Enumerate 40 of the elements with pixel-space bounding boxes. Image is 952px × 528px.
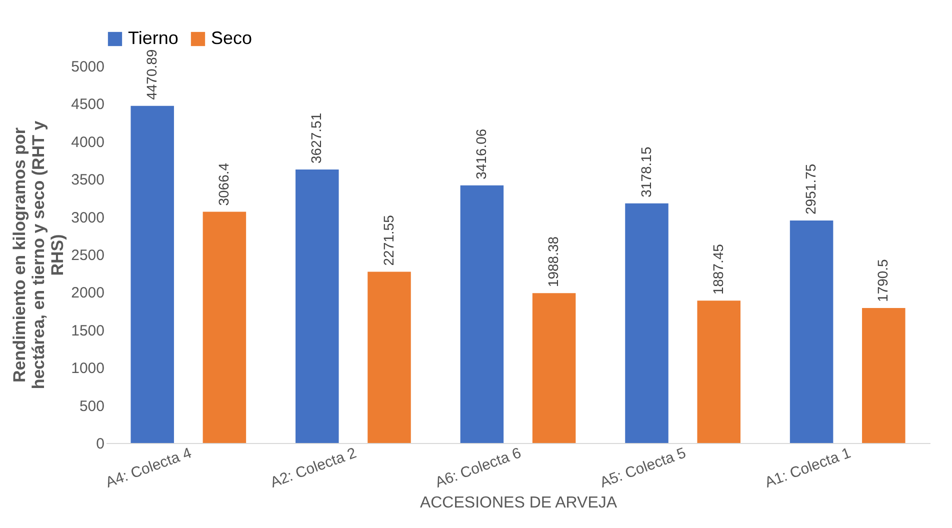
data-label: 3627.51 xyxy=(308,112,324,164)
x-tick-label: A5: Colecta 5 xyxy=(598,444,688,492)
y-tick-label: 1500 xyxy=(71,322,104,340)
y-tick-label: 2500 xyxy=(71,247,104,264)
bar xyxy=(862,308,906,443)
y-tick-label: 0 xyxy=(96,436,104,452)
data-label: 3066.4 xyxy=(215,162,232,206)
data-label: 1790.5 xyxy=(874,258,891,302)
y-tick-label: 2000 xyxy=(71,284,104,302)
y-axis-title: Rendimiento en kilogramos por hectárea, en tierno y seco (RHT y RHS) xyxy=(10,120,68,390)
bar xyxy=(296,169,339,443)
y-tick-label: 1000 xyxy=(71,360,104,378)
bar xyxy=(202,212,246,443)
bar xyxy=(460,185,504,443)
y-tick-label: 5000 xyxy=(71,58,104,76)
x-tick-label: A4: Colecta 4 xyxy=(103,444,194,492)
y-tick-label: 3500 xyxy=(71,172,104,189)
bar xyxy=(625,203,668,443)
x-axis-title: ACCESIONES DE ARVEJA xyxy=(420,494,618,512)
bar xyxy=(697,300,740,443)
y-tick-label: 4500 xyxy=(71,96,104,114)
y-tick-label: 500 xyxy=(79,398,104,415)
data-label: 2271.55 xyxy=(380,214,396,266)
y-tick-label: 3000 xyxy=(71,209,104,226)
bar xyxy=(532,293,576,443)
bar xyxy=(790,220,834,443)
legend-label: Seco xyxy=(211,28,252,48)
data-label: 3178.15 xyxy=(638,146,654,198)
x-tick-label: A6: Colecta 6 xyxy=(433,444,524,492)
data-label: 3416.06 xyxy=(472,128,489,180)
data-label: 1988.38 xyxy=(545,236,562,288)
legend-label: Tierno xyxy=(128,28,178,48)
x-tick-label: A1: Colecta 1 xyxy=(762,444,854,492)
x-tick-label: A2: Colecta 2 xyxy=(268,444,359,492)
data-label: 2951.75 xyxy=(802,164,819,214)
data-label: 4470.89 xyxy=(143,49,160,100)
data-label: 1887.45 xyxy=(710,244,726,295)
bar xyxy=(368,272,411,443)
y-tick-label: 4000 xyxy=(71,134,104,151)
bar xyxy=(130,106,174,443)
